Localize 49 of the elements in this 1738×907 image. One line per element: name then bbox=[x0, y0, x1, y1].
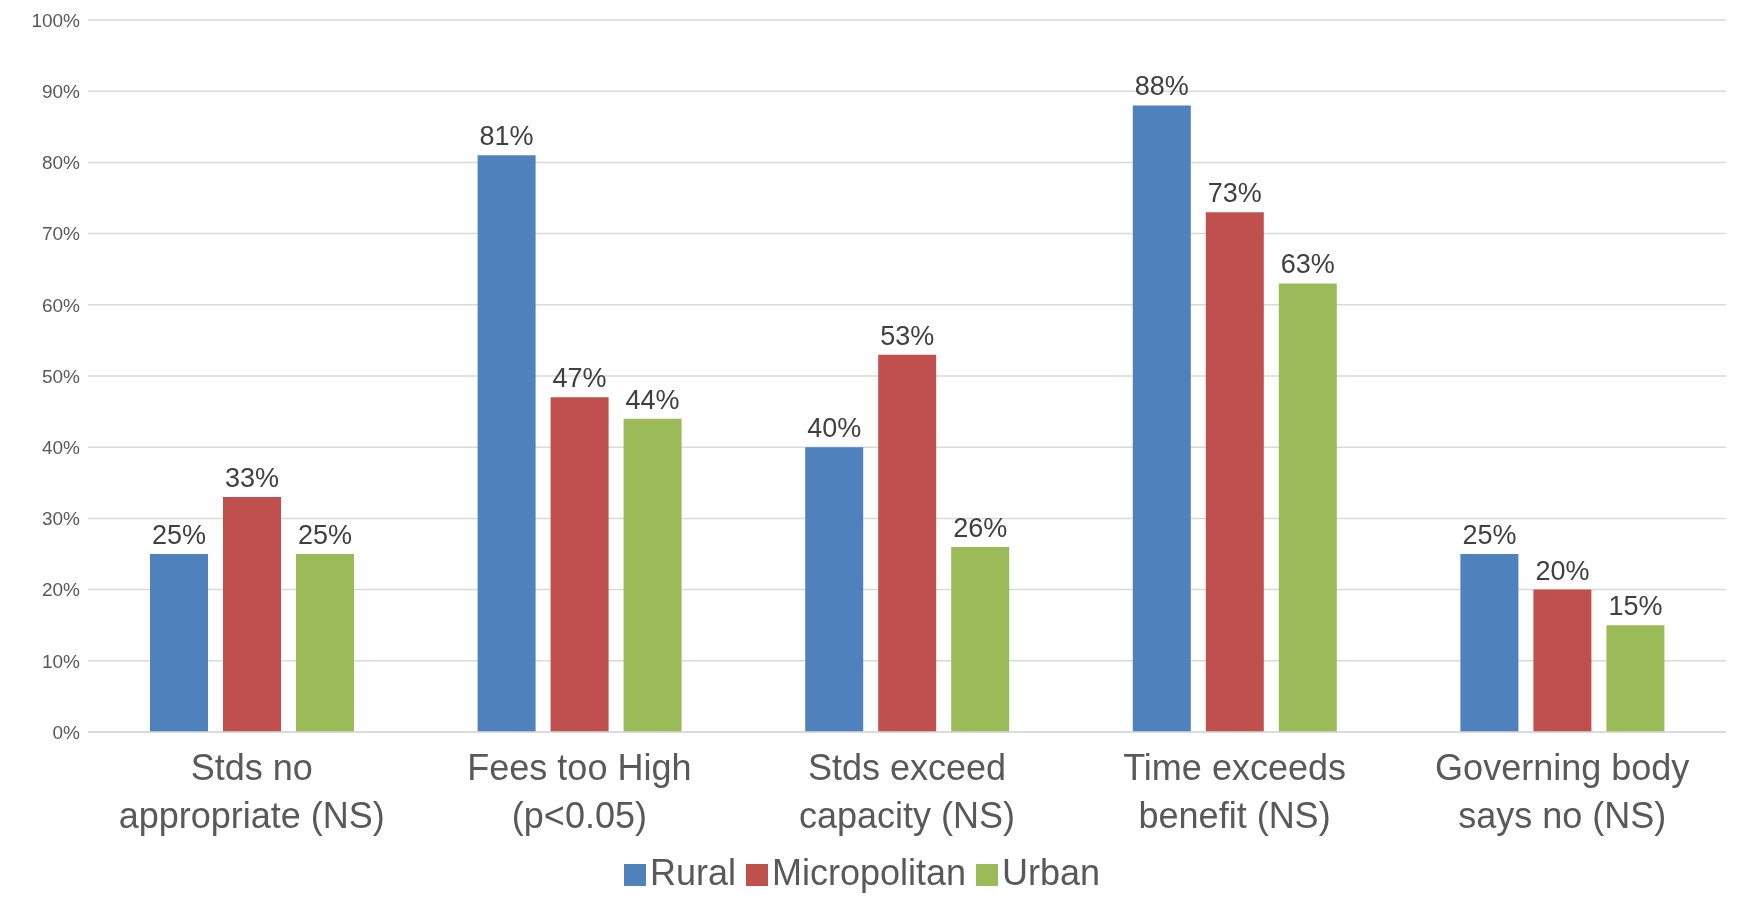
data-label: 15% bbox=[1608, 591, 1663, 622]
data-label: 20% bbox=[1535, 555, 1590, 586]
data-label: 25% bbox=[1462, 520, 1517, 550]
data-label: 81% bbox=[479, 121, 534, 152]
legend-label: Rural bbox=[649, 852, 736, 893]
y-tick-label: 30% bbox=[41, 508, 81, 530]
y-tick-label: 60% bbox=[41, 294, 81, 316]
data-label: 47% bbox=[552, 363, 607, 394]
data-label: 63% bbox=[1280, 249, 1335, 280]
bar bbox=[296, 554, 354, 732]
bar bbox=[1606, 625, 1665, 732]
y-tick-label: 20% bbox=[41, 579, 81, 601]
data-label: 88% bbox=[1134, 71, 1189, 102]
bar bbox=[1460, 554, 1519, 732]
bar bbox=[223, 497, 281, 732]
data-label: 26% bbox=[953, 512, 1008, 543]
data-label: 44% bbox=[625, 384, 680, 415]
bar bbox=[623, 418, 682, 732]
data-label: 25% bbox=[297, 520, 353, 550]
y-tick-label: 80% bbox=[41, 152, 81, 174]
y-tick-label: 90% bbox=[41, 80, 81, 102]
x-tick-label: Time exceeds benefit (NS) bbox=[1123, 747, 1346, 836]
legend-label: Urban bbox=[1002, 852, 1101, 893]
bar bbox=[1278, 283, 1337, 732]
x-tick-label: Stds exceed capacity (NS) bbox=[798, 747, 1016, 836]
bar bbox=[1533, 589, 1592, 732]
bar bbox=[951, 546, 1010, 732]
bar bbox=[805, 447, 864, 732]
bar bbox=[1132, 105, 1191, 732]
data-label: 53% bbox=[880, 320, 935, 351]
y-tick-label: 10% bbox=[41, 650, 81, 672]
legend-label: Micropolitan bbox=[771, 852, 967, 893]
y-tick-label: 40% bbox=[41, 436, 81, 458]
y-tick-label: 100% bbox=[31, 9, 81, 31]
bar bbox=[878, 354, 937, 732]
data-label: 73% bbox=[1207, 178, 1262, 209]
y-tick-label: 50% bbox=[41, 365, 81, 387]
data-label: 40% bbox=[807, 413, 862, 444]
x-tick-label: Stds no appropriate (NS) bbox=[118, 747, 385, 836]
y-tick-label: 70% bbox=[41, 223, 81, 245]
x-tick-label: Governing body says no (NS) bbox=[1435, 747, 1690, 836]
bar bbox=[477, 155, 536, 732]
data-label: 25% bbox=[151, 520, 207, 550]
bar bbox=[1205, 212, 1264, 732]
bar bbox=[550, 397, 609, 732]
x-tick-label: Fees too High (p<0.05) bbox=[467, 747, 692, 836]
y-tick-label: 0% bbox=[52, 721, 81, 743]
bar bbox=[150, 554, 208, 732]
data-label: 33% bbox=[224, 463, 280, 494]
